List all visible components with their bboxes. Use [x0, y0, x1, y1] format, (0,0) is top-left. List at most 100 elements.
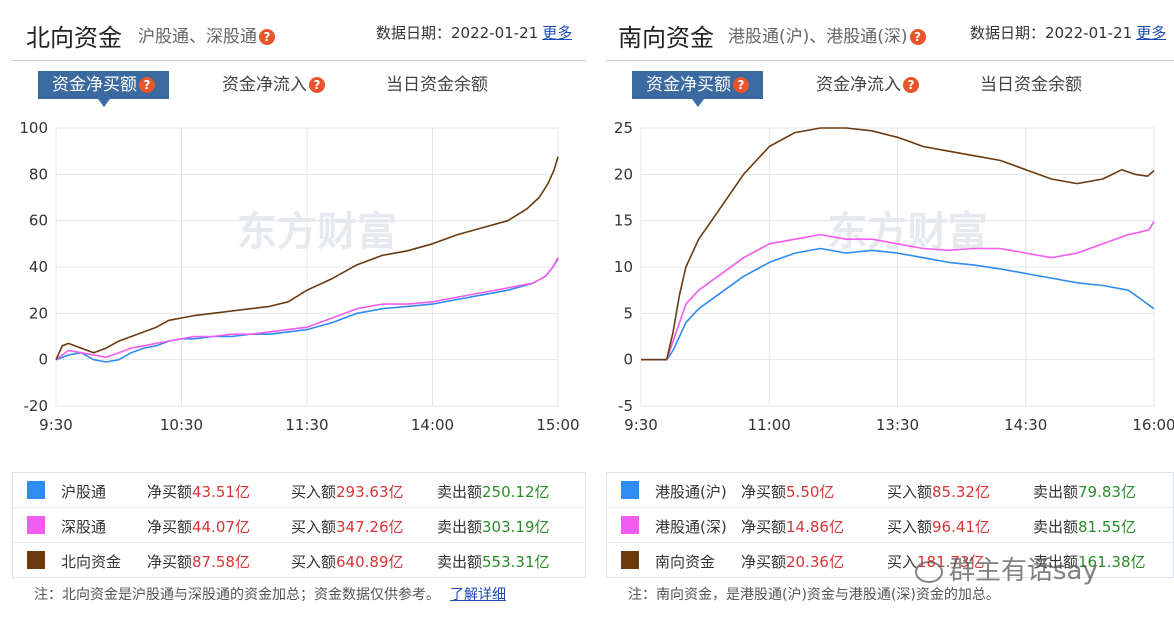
sell-value: 553.31亿 [482, 553, 550, 571]
x-tick-label: 14:00 [411, 416, 454, 434]
south-chart: 东方财富 -5 0 5 10 15 20 25 9:30 11:00 13:30 14:30 16:00 [614, 119, 1174, 434]
buy-value: 96.41亿 [932, 518, 990, 536]
sell-label: 卖出额 [1033, 518, 1079, 536]
help-icon[interactable]: ? [903, 77, 919, 93]
net-buy-cell: 净买额87.58亿 [147, 551, 250, 572]
sell-value: 303.19亿 [482, 518, 550, 536]
buy-cell: 买入额347.26亿 [291, 516, 404, 537]
sell-label: 卖出额 [1033, 483, 1079, 501]
buy-label: 买入额 [291, 553, 337, 571]
sell-cell: 卖出额161.38亿 [1033, 551, 1146, 572]
buy-cell: 买入额640.89亿 [291, 551, 404, 572]
data-date: 数据日期：2022-01-21 更多 [970, 22, 1166, 43]
series-name: 港股通(沪) [655, 483, 727, 501]
legend-row: 深股通 净买额44.07亿 买入额347.26亿 卖出额303.19亿 [13, 508, 585, 543]
help-icon[interactable]: ? [733, 77, 749, 93]
y-tick-label: -5 [618, 397, 633, 415]
help-icon[interactable]: ? [139, 77, 155, 93]
legend-row: 港股通(深) 净买额14.86亿 买入额96.41亿 卖出额81.55亿 [607, 508, 1173, 543]
learn-more-link[interactable]: 了解详细 [450, 587, 506, 603]
net-buy-cell: 净买额20.36亿 [741, 551, 844, 572]
series-name: 沪股通 [61, 483, 107, 501]
x-tick-label: 9:30 [39, 416, 73, 434]
buy-cell: 买入额293.63亿 [291, 481, 404, 502]
legend-row: 南向资金 净买额20.36亿 买入181.73亿 卖出额161.38亿 [607, 543, 1173, 577]
net-buy-value: 44.07亿 [192, 518, 250, 536]
panel-title: 南向资金 [618, 24, 714, 52]
tab-label: 资金净买额 [52, 75, 137, 95]
series-line [641, 127, 1155, 361]
buy-cell: 买入额85.32亿 [887, 481, 990, 502]
series-name: 深股通 [61, 518, 107, 536]
tab-net-buy[interactable]: 资金净买额? [632, 71, 763, 107]
series-name: 北向资金 [61, 553, 122, 571]
y-tick-label: 15 [614, 212, 633, 230]
y-tick-label: 80 [29, 165, 48, 183]
x-tick-label: 15:00 [536, 416, 579, 434]
chat-bubble-icon [915, 560, 943, 583]
y-tick-label: 100 [19, 119, 48, 137]
net-buy-cell: 净买额44.07亿 [147, 516, 250, 537]
tab-net-inflow[interactable]: 资金净流入? [816, 71, 919, 99]
y-tick-label: 20 [614, 165, 633, 183]
help-icon[interactable]: ? [309, 77, 325, 93]
tab-label: 资金净流入 [816, 75, 901, 95]
sell-cell: 卖出额81.55亿 [1033, 516, 1136, 537]
series-swatch [621, 516, 639, 534]
legend-row: 沪股通 净买额43.51亿 买入额293.63亿 卖出额250.12亿 [13, 473, 585, 508]
sell-cell: 卖出额553.31亿 [437, 551, 550, 572]
buy-value: 293.63亿 [336, 483, 404, 501]
north-chart: 东方财富 -20 0 20 40 60 80 100 9:30 10:30 11:30 14:00 15… [19, 119, 579, 434]
sell-label: 卖出额 [437, 518, 483, 536]
series-line [641, 247, 1155, 361]
south-legend: 港股通(沪) 净买额5.50亿 买入额85.32亿 卖出额79.83亿 港股通(… [606, 472, 1174, 578]
buy-label: 买入额 [291, 518, 337, 536]
note-text: 注：北向资金是沪股通与深股通的资金加总；资金数据仅供参考。 [34, 587, 440, 603]
x-tick-label: 14:30 [1004, 416, 1047, 434]
net-buy-label: 净买额 [147, 483, 193, 501]
net-buy-label: 净买额 [147, 518, 193, 536]
tab-daily-balance[interactable]: 当日资金余额 [386, 75, 488, 95]
tab-daily-balance[interactable]: 当日资金余额 [980, 75, 1082, 95]
tab-net-inflow[interactable]: 资金净流入? [222, 71, 325, 99]
y-tick-label: 25 [614, 119, 633, 137]
series-line [55, 257, 559, 361]
series-swatch [621, 551, 639, 569]
y-tick-label: 5 [623, 304, 633, 322]
net-buy-cell: 净买额14.86亿 [741, 516, 844, 537]
tab-net-buy[interactable]: 资金净买额? [38, 71, 169, 107]
series-swatch [27, 516, 45, 534]
net-buy-value: 20.36亿 [786, 553, 844, 571]
panel-subtitle: 港股通(沪)、港股通(深)? [728, 22, 926, 47]
series-name: 港股通(深) [655, 518, 727, 536]
x-tick-label: 9:30 [624, 416, 658, 434]
y-tick-label: 0 [38, 351, 48, 369]
date-label: 数据日期：2022-01-21 [970, 24, 1133, 42]
more-link[interactable]: 更多 [1136, 24, 1167, 42]
help-icon[interactable]: ? [259, 29, 275, 45]
panel-title: 北向资金 [26, 24, 122, 52]
net-buy-label: 净买额 [741, 518, 787, 536]
chart-watermark: 东方财富 [828, 209, 988, 255]
data-date: 数据日期：2022-01-21 更多 [376, 22, 572, 43]
series-swatch [27, 551, 45, 569]
footnote: 注：南向资金，是港股通(沪)资金与港股通(深)资金的加总。 [628, 584, 1000, 604]
corner-watermark: 群主有话say [915, 550, 1098, 587]
help-icon[interactable]: ? [909, 29, 926, 45]
buy-value: 640.89亿 [336, 553, 404, 571]
buy-value: 85.32亿 [932, 483, 990, 501]
legend-row: 港股通(沪) 净买额5.50亿 买入额85.32亿 卖出额79.83亿 [607, 473, 1173, 508]
note-text: 注：南向资金，是港股通(沪)资金与港股通(深)资金的加总。 [628, 587, 1000, 603]
net-buy-value: 87.58亿 [192, 553, 250, 571]
x-tick-label: 10:30 [160, 416, 203, 434]
buy-label: 买入额 [887, 483, 933, 501]
buy-label: 买入 [887, 553, 918, 571]
subtitle-text: 港股通(沪)、港股通(深) [728, 27, 908, 47]
x-tick-label: 11:30 [285, 416, 328, 434]
more-link[interactable]: 更多 [542, 24, 573, 42]
net-buy-value: 5.50亿 [786, 483, 835, 501]
series-swatch [621, 481, 639, 499]
series-line [55, 258, 559, 363]
legend-row: 北向资金 净买额87.58亿 买入额640.89亿 卖出额553.31亿 [13, 543, 585, 577]
sell-cell: 卖出额250.12亿 [437, 481, 550, 502]
